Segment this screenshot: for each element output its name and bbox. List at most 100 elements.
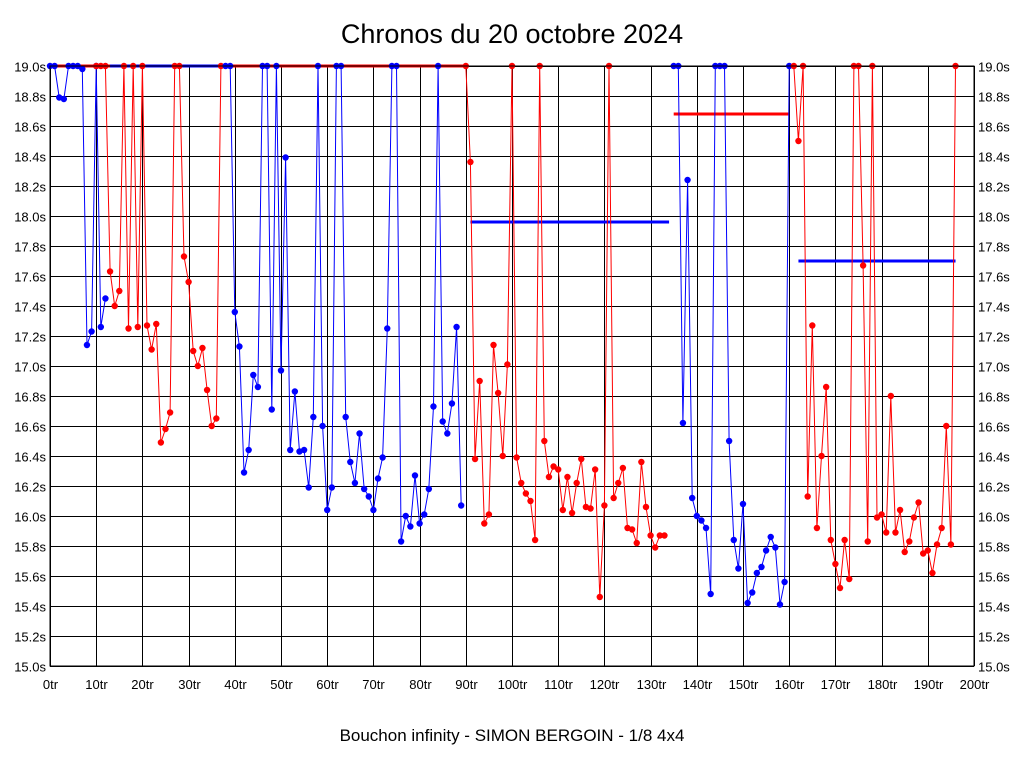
- series-points: [46, 62, 959, 608]
- y-tick-label-left: 15.2s: [14, 630, 46, 645]
- lap-point: [684, 176, 691, 184]
- lap-point: [735, 565, 742, 572]
- x-tick-label: 190tr: [914, 677, 944, 692]
- series-line: [673, 65, 790, 605]
- x-tick-label: 170tr: [821, 677, 851, 692]
- lap-point: [485, 511, 493, 518]
- y-tick-label-left: 15.6s: [14, 570, 46, 585]
- lap-point: [601, 502, 608, 509]
- lap-point: [365, 493, 372, 500]
- lap-point: [864, 538, 871, 545]
- lap-point: [739, 500, 747, 508]
- lap-point: [795, 137, 802, 145]
- series-line: [225, 65, 462, 542]
- lap-point: [231, 308, 238, 316]
- lap-point: [180, 253, 188, 260]
- lap-point: [642, 503, 650, 511]
- lap-point: [277, 367, 285, 374]
- lap-point: [481, 520, 488, 527]
- lap-point: [268, 406, 275, 413]
- y-tick-label-left: 16.4s: [14, 450, 46, 465]
- lap-point: [190, 347, 197, 355]
- lap-point: [125, 325, 132, 332]
- series-lines: [50, 65, 956, 605]
- lap-point: [846, 575, 853, 583]
- lap-point: [384, 325, 391, 332]
- lap-point: [762, 547, 770, 554]
- lap-point: [573, 479, 580, 487]
- x-tick-label: 110tr: [544, 677, 573, 692]
- y-tick-label-left: 16.0s: [14, 510, 46, 525]
- lap-point: [250, 371, 257, 379]
- chart-caption: Bouchon infinity - SIMON BERGOIN - 1/8 4…: [340, 726, 685, 745]
- lap-point: [633, 539, 640, 547]
- y-tick-label-left: 18.2s: [14, 180, 46, 195]
- lap-point: [291, 388, 299, 395]
- lap-point: [873, 514, 881, 521]
- lap-point: [693, 512, 700, 520]
- lap-point: [555, 466, 562, 473]
- x-tick-label: 20tr: [131, 677, 154, 692]
- lap-point: [758, 563, 765, 571]
- lap-point: [370, 506, 377, 514]
- lap-point: [813, 524, 821, 532]
- lap-point: [60, 95, 68, 103]
- y-tick-label-right: 15.4s: [978, 600, 1010, 615]
- lap-point: [457, 502, 465, 509]
- lap-point: [185, 278, 192, 286]
- lap-point: [707, 590, 714, 598]
- lap-point: [397, 538, 405, 545]
- chart-title: Chronos du 20 octobre 2024: [341, 19, 683, 49]
- y-tick-label-right: 18.4s: [978, 150, 1010, 165]
- lap-point: [836, 584, 844, 592]
- y-tick-label-left: 15.4s: [14, 600, 46, 615]
- lap-point: [467, 158, 474, 166]
- lap-point: [749, 589, 756, 596]
- lap-point: [564, 473, 571, 481]
- lap-point: [194, 362, 202, 370]
- y-tick-label-left: 17.4s: [14, 300, 46, 315]
- x-tick-label: 50tr: [270, 677, 293, 692]
- lap-point: [300, 446, 308, 454]
- lap-point: [347, 458, 354, 466]
- lap-point: [324, 506, 331, 514]
- x-tick-label: 30tr: [178, 677, 201, 692]
- plot-frame: [49, 65, 975, 667]
- y-tick-label-right: 18.2s: [978, 180, 1010, 195]
- x-tick-label: 130tr: [637, 677, 667, 692]
- lap-point: [753, 569, 761, 577]
- lap-point: [411, 472, 419, 479]
- y-tick-label-right: 18.8s: [978, 90, 1010, 105]
- lap-point: [915, 499, 922, 506]
- lap-point: [245, 446, 252, 454]
- x-tick-label: 140tr: [683, 677, 713, 692]
- y-tick-label-right: 16.6s: [978, 420, 1010, 435]
- lap-point: [541, 437, 548, 445]
- lap-point: [610, 494, 617, 502]
- lap-point: [504, 361, 511, 368]
- y-tick-label-left: 17.0s: [14, 360, 46, 375]
- lap-point: [776, 601, 784, 608]
- lap-point: [647, 532, 654, 539]
- lap-point: [901, 548, 908, 556]
- series-line: [96, 65, 222, 443]
- lap-point: [421, 511, 428, 518]
- y-tick-label-left: 17.6s: [14, 270, 46, 285]
- lap-point: [910, 514, 918, 521]
- lap-point: [374, 475, 382, 482]
- lap-point: [102, 295, 109, 302]
- y-tick-label-left: 19.0s: [14, 60, 46, 75]
- lap-point: [772, 544, 779, 551]
- y-tick-label-right: 17.8s: [978, 240, 1010, 255]
- lap-point: [499, 452, 506, 460]
- lap-point: [494, 389, 502, 397]
- lap-point: [947, 541, 955, 548]
- lap-point: [444, 430, 451, 437]
- lap-point: [439, 418, 446, 425]
- lap-point: [319, 422, 326, 430]
- lap-point: [134, 323, 141, 331]
- x-tick-label: 70tr: [362, 677, 385, 692]
- lap-point: [906, 538, 913, 545]
- x-tick-label: 100tr: [498, 677, 528, 692]
- y-tick-label-left: 18.4s: [14, 150, 46, 165]
